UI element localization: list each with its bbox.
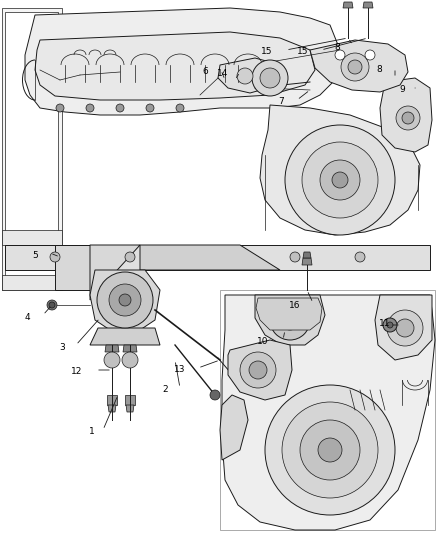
Polygon shape [140, 245, 280, 270]
Text: 3: 3 [59, 343, 65, 351]
Circle shape [146, 104, 154, 112]
Circle shape [237, 68, 253, 84]
Polygon shape [35, 32, 315, 100]
Circle shape [249, 361, 267, 379]
Circle shape [355, 252, 365, 262]
Polygon shape [55, 245, 90, 290]
Text: 8: 8 [334, 43, 340, 52]
Circle shape [302, 142, 378, 218]
Circle shape [109, 284, 141, 316]
Polygon shape [90, 245, 140, 300]
Polygon shape [343, 2, 353, 8]
Text: 13: 13 [173, 366, 185, 375]
Polygon shape [2, 230, 62, 245]
Polygon shape [2, 8, 62, 290]
Text: 16: 16 [289, 301, 300, 310]
Text: 6: 6 [202, 68, 208, 77]
Polygon shape [375, 295, 432, 360]
Polygon shape [228, 340, 292, 400]
Polygon shape [90, 328, 160, 345]
Polygon shape [380, 78, 432, 152]
Circle shape [335, 50, 345, 60]
Polygon shape [260, 105, 420, 235]
Circle shape [47, 300, 57, 310]
Circle shape [341, 53, 369, 81]
Text: 2: 2 [162, 385, 168, 394]
Polygon shape [363, 2, 373, 8]
Circle shape [252, 60, 288, 96]
Text: 5: 5 [32, 251, 38, 260]
Polygon shape [0, 0, 18, 533]
Circle shape [348, 60, 362, 74]
Polygon shape [125, 395, 135, 405]
Polygon shape [302, 258, 312, 265]
Polygon shape [2, 275, 62, 290]
Circle shape [86, 104, 94, 112]
Circle shape [318, 438, 342, 462]
Polygon shape [218, 58, 275, 93]
Circle shape [125, 252, 135, 262]
Circle shape [56, 104, 64, 112]
Circle shape [383, 318, 397, 332]
Circle shape [122, 352, 138, 368]
Polygon shape [107, 395, 117, 405]
Polygon shape [5, 12, 58, 285]
Circle shape [260, 68, 280, 88]
Circle shape [282, 402, 378, 498]
Polygon shape [5, 245, 430, 270]
Polygon shape [126, 405, 134, 412]
Circle shape [104, 352, 120, 368]
Circle shape [119, 294, 131, 306]
Circle shape [402, 112, 414, 124]
Circle shape [176, 104, 184, 112]
Circle shape [270, 300, 310, 340]
Polygon shape [108, 405, 116, 412]
Circle shape [265, 385, 395, 515]
Circle shape [396, 319, 414, 337]
Text: 12: 12 [71, 367, 82, 376]
Polygon shape [255, 295, 325, 345]
Circle shape [116, 104, 124, 112]
Text: 7: 7 [278, 98, 284, 107]
Polygon shape [222, 295, 435, 530]
Circle shape [210, 390, 220, 400]
Polygon shape [303, 252, 311, 258]
Text: 8: 8 [376, 66, 382, 75]
Polygon shape [310, 40, 408, 92]
Circle shape [387, 310, 423, 346]
Circle shape [290, 252, 300, 262]
Circle shape [97, 272, 153, 328]
Text: 10: 10 [257, 337, 268, 346]
Polygon shape [90, 270, 160, 330]
Circle shape [280, 310, 300, 330]
Polygon shape [25, 8, 340, 115]
Text: 15: 15 [261, 47, 272, 56]
Circle shape [240, 352, 276, 388]
Polygon shape [105, 345, 119, 352]
Polygon shape [123, 345, 137, 352]
Polygon shape [256, 298, 322, 330]
Circle shape [365, 50, 375, 60]
Text: 1: 1 [89, 427, 95, 437]
Circle shape [49, 302, 55, 308]
Circle shape [300, 420, 360, 480]
Text: 4: 4 [25, 312, 30, 321]
Text: 9: 9 [399, 85, 405, 94]
Circle shape [396, 106, 420, 130]
Polygon shape [220, 290, 435, 530]
Circle shape [50, 252, 60, 262]
Circle shape [285, 125, 395, 235]
Circle shape [387, 322, 393, 328]
Polygon shape [220, 395, 248, 460]
Text: 15: 15 [297, 47, 308, 56]
Circle shape [320, 160, 360, 200]
Text: 11: 11 [378, 319, 390, 327]
Text: 14: 14 [217, 69, 228, 78]
Circle shape [332, 172, 348, 188]
